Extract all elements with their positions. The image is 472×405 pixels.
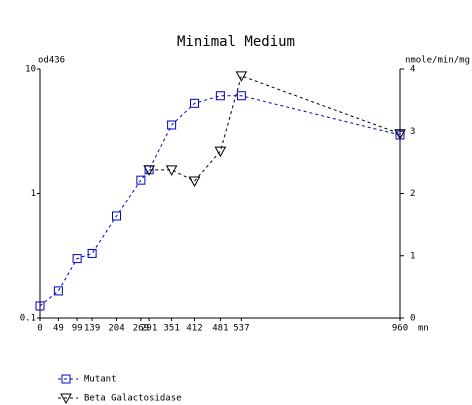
legend-marker [60, 393, 72, 405]
y2-tick-label: 2 [410, 189, 415, 199]
data-point [143, 165, 155, 176]
data-point [235, 71, 248, 82]
data-point [188, 176, 201, 188]
x-tick-label: 49 [53, 324, 64, 334]
series-line [39, 95, 401, 307]
y2-axis-label: nmole/min/mg [405, 56, 470, 66]
y2-tick-label: 1 [410, 251, 415, 261]
series-line [149, 75, 401, 182]
data-point [167, 120, 177, 130]
legend-marker [61, 374, 71, 384]
data-point [236, 91, 246, 101]
x-tick-label: 960 [392, 324, 408, 334]
data-point [215, 91, 225, 101]
data-point [72, 254, 82, 264]
x-tick-label: 269 [133, 324, 149, 334]
y2-tick-label: 3 [410, 127, 415, 137]
x-tick-label: 204 [108, 324, 124, 334]
legend-label: Beta Galactosidase [84, 394, 182, 404]
x-tick-label: 537 [233, 324, 249, 334]
x-tick-label: 481 [212, 324, 228, 334]
x-tick-label: 0 [37, 324, 42, 334]
x-tick-label: 412 [186, 324, 202, 334]
data-point [35, 301, 45, 311]
y-axis-label: od436 [38, 56, 65, 66]
data-point [190, 98, 199, 108]
y2-tick-label: 4 [410, 65, 415, 75]
x-tick-label: 139 [84, 324, 100, 334]
y2-tick-label: 0 [410, 314, 415, 324]
chart-title: Minimal Medium [177, 34, 295, 50]
x-axis-label: mn [418, 324, 429, 334]
y-tick-label: 0.1 [20, 314, 36, 324]
data-point [87, 248, 97, 258]
x-tick-label: 99 [72, 324, 83, 334]
data-point [394, 129, 406, 140]
y-tick-label: 10 [25, 65, 36, 75]
data-point [136, 175, 146, 185]
data-point [112, 211, 121, 221]
data-point [214, 146, 227, 158]
data-point [165, 165, 178, 176]
data-point [53, 286, 63, 296]
x-tick-label: 291 [141, 324, 157, 334]
y-tick-label: 1 [31, 189, 36, 199]
legend-label: Mutant [84, 375, 117, 385]
x-tick-label: 351 [163, 324, 179, 334]
